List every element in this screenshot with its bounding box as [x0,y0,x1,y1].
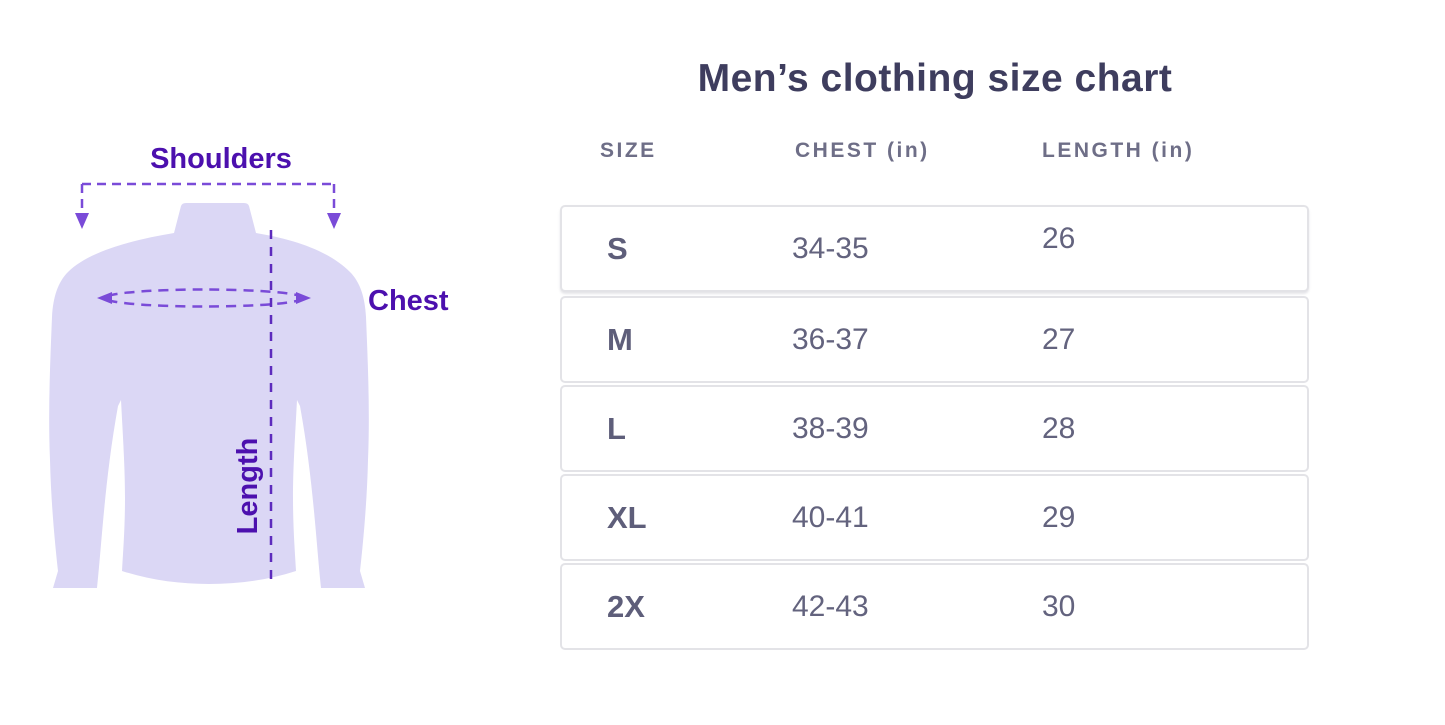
length-cell: 30 [1042,589,1076,623]
shoulders-arrow-right [327,213,341,229]
size-cell: M [607,321,633,357]
shirt-measurement-diagram: Shoulders Chest Length [49,143,449,588]
chest-arrow-right [296,292,311,304]
shoulders-arrow-left [75,213,89,229]
chest-cell: 36-37 [792,322,869,356]
size-table: S 34-35 26 M 36-37 27 L 38-39 28 XL 40-4… [560,205,1309,652]
table-row: 2X 42-43 30 [560,563,1309,650]
column-header-length: LENGTH (in) [1042,139,1195,162]
table-row: XL 40-41 29 [560,474,1309,561]
chest-cell: 38-39 [792,411,869,445]
length-cell: 27 [1042,322,1076,356]
chest-cell: 40-41 [792,500,869,534]
table-row: M 36-37 27 [560,296,1309,383]
size-cell: XL [607,499,647,535]
shirt-silhouette [49,203,369,588]
size-cell: L [607,410,626,446]
length-label: Length [232,438,264,535]
chest-cell: 42-43 [792,589,869,623]
size-cell: S [607,230,628,266]
column-header-chest: CHEST (in) [795,139,930,162]
page-title: Men’s clothing size chart [697,57,1173,100]
size-cell: 2X [607,588,645,624]
table-row: S 34-35 26 [560,205,1309,292]
length-cell: 28 [1042,411,1076,445]
chest-label: Chest [368,285,449,317]
length-cell: 29 [1042,500,1076,534]
chest-arrow-left [97,292,112,304]
chest-cell: 34-35 [792,231,869,265]
table-row: L 38-39 28 [560,385,1309,472]
length-cell: 26 [1042,221,1076,255]
table-header-row: SIZE CHEST (in) LENGTH (in) [560,139,1310,163]
shoulders-label: Shoulders [150,143,292,175]
shoulders-measure-line [80,182,336,213]
column-header-size: SIZE [600,139,657,162]
